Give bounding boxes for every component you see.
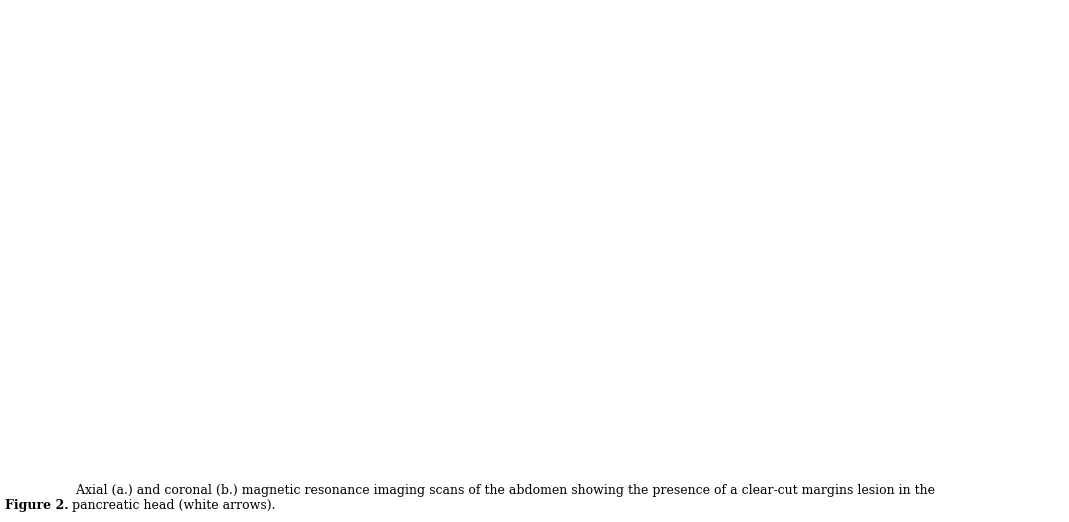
Text: Figure 2.: Figure 2. [5, 499, 69, 512]
Text: Axial (a.) and coronal (b.) magnetic resonance imaging scans of the abdomen show: Axial (a.) and coronal (b.) magnetic res… [72, 483, 934, 512]
Text: a: a [31, 27, 46, 48]
Text: b: b [560, 27, 576, 48]
